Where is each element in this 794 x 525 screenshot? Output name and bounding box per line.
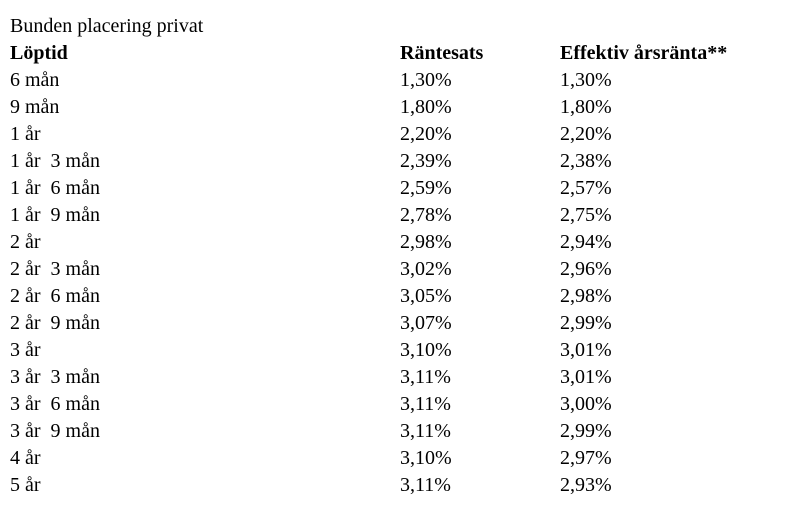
- term-cell: 4 år: [10, 447, 41, 469]
- effective-rate-cell: 2,20%: [560, 123, 612, 145]
- rate-cell: 3,10%: [400, 339, 452, 361]
- effective-rate-cell: 2,94%: [560, 231, 612, 253]
- term-cell: 1 år 6 mån: [10, 177, 100, 199]
- term-cell: 3 år: [10, 339, 41, 361]
- table-row: 1 år 9 mån 2,78% 2,75%: [10, 202, 794, 229]
- term-cell: 2 år 9 mån: [10, 312, 100, 334]
- effective-rate-cell: 2,97%: [560, 447, 612, 469]
- effective-rate-cell: 3,01%: [560, 366, 612, 388]
- rate-cell: 3,07%: [400, 312, 452, 334]
- effective-rate-cell: 2,57%: [560, 177, 612, 199]
- table-row: 2 år 3 mån 3,02% 2,96%: [10, 256, 794, 283]
- effective-rate-cell: 1,30%: [560, 69, 612, 91]
- column-header-effective-rate: Effektiv årsränta**: [560, 42, 728, 64]
- table-row: 5 år 3,11% 2,93%: [10, 472, 794, 499]
- rate-cell: 1,30%: [400, 69, 452, 91]
- effective-rate-cell: 3,00%: [560, 393, 612, 415]
- term-cell: 1 år 9 mån: [10, 204, 100, 226]
- table-row: 9 mån 1,80% 1,80%: [10, 94, 794, 121]
- rate-cell: 1,80%: [400, 96, 452, 118]
- effective-rate-cell: 1,80%: [560, 96, 612, 118]
- table-row: 3 år 6 mån 3,11% 3,00%: [10, 391, 794, 418]
- effective-rate-cell: 2,93%: [560, 474, 612, 496]
- rate-cell: 2,39%: [400, 150, 452, 172]
- rate-cell: 3,11%: [400, 474, 451, 496]
- rate-cell: 3,05%: [400, 285, 452, 307]
- table-row: 3 år 9 mån 3,11% 2,99%: [10, 418, 794, 445]
- column-header-term: Löptid: [10, 42, 68, 64]
- effective-rate-cell: 2,99%: [560, 312, 612, 334]
- rate-cell: 2,78%: [400, 204, 452, 226]
- rate-cell: 3,11%: [400, 366, 451, 388]
- term-cell: 3 år 9 mån: [10, 420, 100, 442]
- term-cell: 6 mån: [10, 69, 60, 91]
- table-row: 4 år 3,10% 2,97%: [10, 445, 794, 472]
- term-cell: 1 år: [10, 123, 41, 145]
- effective-rate-cell: 2,98%: [560, 285, 612, 307]
- rate-cell: 3,11%: [400, 393, 451, 415]
- effective-rate-cell: 2,99%: [560, 420, 612, 442]
- rate-cell: 3,10%: [400, 447, 452, 469]
- table-row: 3 år 3,10% 3,01%: [10, 337, 794, 364]
- term-cell: 3 år 6 mån: [10, 393, 100, 415]
- effective-rate-cell: 2,75%: [560, 204, 612, 226]
- term-cell: 3 år 3 mån: [10, 366, 100, 388]
- table-row: 2 år 6 mån 3,05% 2,98%: [10, 283, 794, 310]
- page-title: Bunden placering privat: [10, 15, 204, 37]
- rate-cell: 3,02%: [400, 258, 452, 280]
- table-row: 1 år 3 mån 2,39% 2,38%: [10, 148, 794, 175]
- effective-rate-cell: 2,96%: [560, 258, 612, 280]
- column-header-rate: Räntesats: [400, 42, 484, 64]
- term-cell: 5 år: [10, 474, 41, 496]
- effective-rate-cell: 3,01%: [560, 339, 612, 361]
- table-row: 2 år 2,98% 2,94%: [10, 229, 794, 256]
- term-cell: 2 år 3 mån: [10, 258, 100, 280]
- table-row: 1 år 6 mån 2,59% 2,57%: [10, 175, 794, 202]
- table-row: 6 mån 1,30% 1,30%: [10, 67, 794, 94]
- table-row: 1 år 2,20% 2,20%: [10, 121, 794, 148]
- table-header-row: Löptid Räntesats Effektiv årsränta**: [10, 40, 794, 67]
- table-row: 2 år 9 mån 3,07% 2,99%: [10, 310, 794, 337]
- term-cell: 1 år 3 mån: [10, 150, 100, 172]
- table-row: 3 år 3 mån 3,11% 3,01%: [10, 364, 794, 391]
- rate-cell: 2,98%: [400, 231, 452, 253]
- rate-cell: 2,59%: [400, 177, 452, 199]
- rate-table-page: Bunden placering privat Löptid Räntesats…: [10, 15, 794, 499]
- effective-rate-cell: 2,38%: [560, 150, 612, 172]
- rate-cell: 2,20%: [400, 123, 452, 145]
- table-body: 6 mån 1,30% 1,30% 9 mån 1,80% 1,80% 1 år…: [10, 67, 794, 499]
- term-cell: 2 år 6 mån: [10, 285, 100, 307]
- rate-cell: 3,11%: [400, 420, 451, 442]
- term-cell: 2 år: [10, 231, 41, 253]
- term-cell: 9 mån: [10, 96, 60, 118]
